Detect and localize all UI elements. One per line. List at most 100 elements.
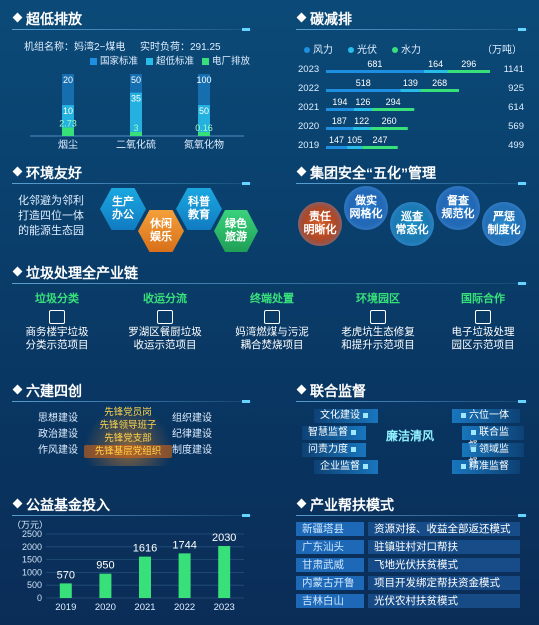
joint-title: 联合监督 xyxy=(310,383,366,399)
legend-plant: 电厂排放 xyxy=(202,53,250,67)
ultra-low-title-bar: 超低排放 xyxy=(12,8,252,31)
category-label: 二氧化硫 xyxy=(116,138,156,151)
waste-col-3: 终端处置 妈湾燃煤与污泥 耦合焚烧项目 xyxy=(235,293,309,351)
bar-电厂排放-氮氧化物 xyxy=(198,132,210,136)
bar-超低标准-氮氧化物 xyxy=(198,105,210,136)
data-label: 247 xyxy=(372,135,387,145)
load-label: 实时负荷：291.25 xyxy=(140,42,221,53)
trash-icon xyxy=(49,310,65,324)
waste-col-4: 环境园区 老虎坑生态修复 和提升示范项目 xyxy=(341,293,415,351)
poverty-row-1: 新疆塔县 资源对接、收益全部返还模式 xyxy=(296,522,524,536)
joint-right-3: 领域监督 xyxy=(462,443,524,469)
data-label: 126 xyxy=(355,97,370,107)
joint-left-3: 问责力度 xyxy=(302,443,366,457)
y-tick-label: 2500 xyxy=(22,529,42,539)
bar-2020 xyxy=(99,573,112,598)
eco-panel: 环境友好 化邻避为邻利 打造四位一体 的能源生态园 生产 办公 休闲 娱乐 科普 教… xyxy=(12,162,258,252)
fund-chart: 2500 2000 1500 1000 500 0 570 2019 950 2020 1616 20… xyxy=(22,529,244,613)
bar-风力-2023 xyxy=(326,70,424,73)
safety-panel: 集团安全“五化”管理 责任 明晰化 做实 网格化 巡查 常态化 督查 规范化 严… xyxy=(296,162,528,248)
safety-item-3: 巡查 常态化 xyxy=(390,202,434,246)
data-label: 50 xyxy=(199,106,209,116)
bar-光伏-2020 xyxy=(352,127,371,130)
y-tick-label: 0 xyxy=(37,593,42,603)
bar-光伏-2022 xyxy=(400,89,421,92)
y-tick-label: 1000 xyxy=(22,567,42,577)
data-label: 2030 xyxy=(212,532,236,544)
legend-ultra: 超低标准 xyxy=(146,53,194,67)
safety-item-1: 责任 明晰化 xyxy=(298,202,342,246)
diamond-icon xyxy=(12,166,23,177)
bar-2019 xyxy=(59,583,72,598)
bar-电厂排放-烟尘 xyxy=(62,127,74,136)
data-label: 681 xyxy=(367,59,382,69)
bar-水力-2023 xyxy=(447,70,490,73)
diamond-icon xyxy=(296,498,307,509)
y-tick-label: 2000 xyxy=(22,542,42,552)
legend-solar: 光伏 xyxy=(348,41,377,56)
bar-水力-2021 xyxy=(371,108,415,111)
diamond-icon xyxy=(296,384,307,395)
safety-title: 集团安全“五化”管理 xyxy=(310,165,436,181)
y-tick-label: 1500 xyxy=(22,555,42,565)
carbon-unit: （万吨） xyxy=(482,45,522,56)
poverty-panel: 产业帮扶模式 新疆塔县 资源对接、收益全部返还模式 广东汕头 驻镇驻村对口帮扶 甘肃… xyxy=(296,494,528,620)
total-label: 614 xyxy=(508,102,524,113)
legend-hydro: 水力 xyxy=(392,41,421,56)
joint-left-4: 企业监督 xyxy=(314,460,378,474)
data-label: 296 xyxy=(461,59,476,69)
diamond-icon xyxy=(12,266,23,277)
data-label: 10 xyxy=(63,106,73,116)
bar-光伏-2023 xyxy=(423,70,448,73)
year-label: 2021 xyxy=(298,102,319,113)
poverty-row-5: 吉林白山 光伏农村扶贫模式 xyxy=(296,594,524,608)
year-label: 2020 xyxy=(298,121,319,132)
bar-风力-2021 xyxy=(326,108,354,111)
poverty-title: 产业帮扶模式 xyxy=(310,497,394,513)
poverty-row-2: 广东汕头 驻镇驻村对口帮扶 xyxy=(296,540,524,554)
poverty-row-3: 甘肃武威 飞地光伏扶贫模式 xyxy=(296,558,524,572)
ultra-low-title: 超低排放 xyxy=(26,11,82,27)
waste-panel: 垃圾处理全产业链 垃圾分类 商务楼宇垃圾 分类示范项目 收运分流 罗湖区餐厨垃圾 收… xyxy=(12,262,528,362)
legend-national: 国家标准 xyxy=(90,53,138,67)
ultra-low-panel: 超低排放 机组名称：妈湾2−煤电 实时负荷：291.25 国家标准 超低标准 电… xyxy=(12,8,252,156)
waste-col-1: 垃圾分类 商务楼宇垃圾 分类示范项目 xyxy=(25,293,89,351)
year-label: 2022 xyxy=(298,83,319,94)
joint-panel: 联合监督 文化建设 智慧监督 问责力度 企业监督 廉洁清风 六位一体 联合监督 … xyxy=(296,380,528,476)
handshake-icon xyxy=(475,310,491,324)
six-four-left: 思想建设 政治建设 作风建设 xyxy=(38,413,78,456)
diamond-icon xyxy=(296,166,307,177)
six-four-right: 组织建设 纪律建设 制度建设 xyxy=(172,413,212,456)
data-label: 2.73 xyxy=(59,119,77,129)
hex-green: 绿色 旅游 xyxy=(214,210,258,252)
edit-icon xyxy=(264,310,280,324)
diamond-icon xyxy=(12,384,23,395)
data-label: 260 xyxy=(382,116,397,126)
data-label: 100 xyxy=(196,75,211,85)
eco-title: 环境友好 xyxy=(26,165,82,181)
fund-title: 公益基金投入 xyxy=(26,497,110,513)
data-label: 50 xyxy=(131,75,141,85)
fund-unit: （万元） xyxy=(12,520,49,530)
data-label: 105 xyxy=(347,135,362,145)
bar-光伏-2021 xyxy=(353,108,372,111)
data-label: 294 xyxy=(386,97,401,107)
truck-icon xyxy=(157,310,173,324)
total-label: 1141 xyxy=(504,64,524,75)
hex-leisure: 休闲 娱乐 xyxy=(138,210,184,252)
bar-超低标准-二氧化硫 xyxy=(130,92,142,136)
data-label: 122 xyxy=(354,116,369,126)
bar-2023 xyxy=(218,546,231,598)
legend-wind: 风力 xyxy=(304,41,333,56)
data-label: 20 xyxy=(63,75,73,85)
park-icon xyxy=(370,310,386,324)
six-four-center: 先锋党员岗 先锋领导班子 先锋党支部 先锋基层党组织 xyxy=(84,406,172,466)
bar-2022 xyxy=(178,553,191,598)
poverty-row-4: 内蒙古开鲁 项目开发绑定帮扶资金模式 xyxy=(296,576,524,590)
category-label: 氮氧化物 xyxy=(184,138,224,151)
x-tick-label: 2019 xyxy=(55,602,76,613)
bar-水力-2019 xyxy=(362,146,398,149)
waste-col-5: 国际合作 电子垃圾处理 园区示范项目 xyxy=(451,293,515,351)
safety-item-4: 督查 规范化 xyxy=(436,186,480,230)
x-tick-label: 2023 xyxy=(214,602,235,613)
